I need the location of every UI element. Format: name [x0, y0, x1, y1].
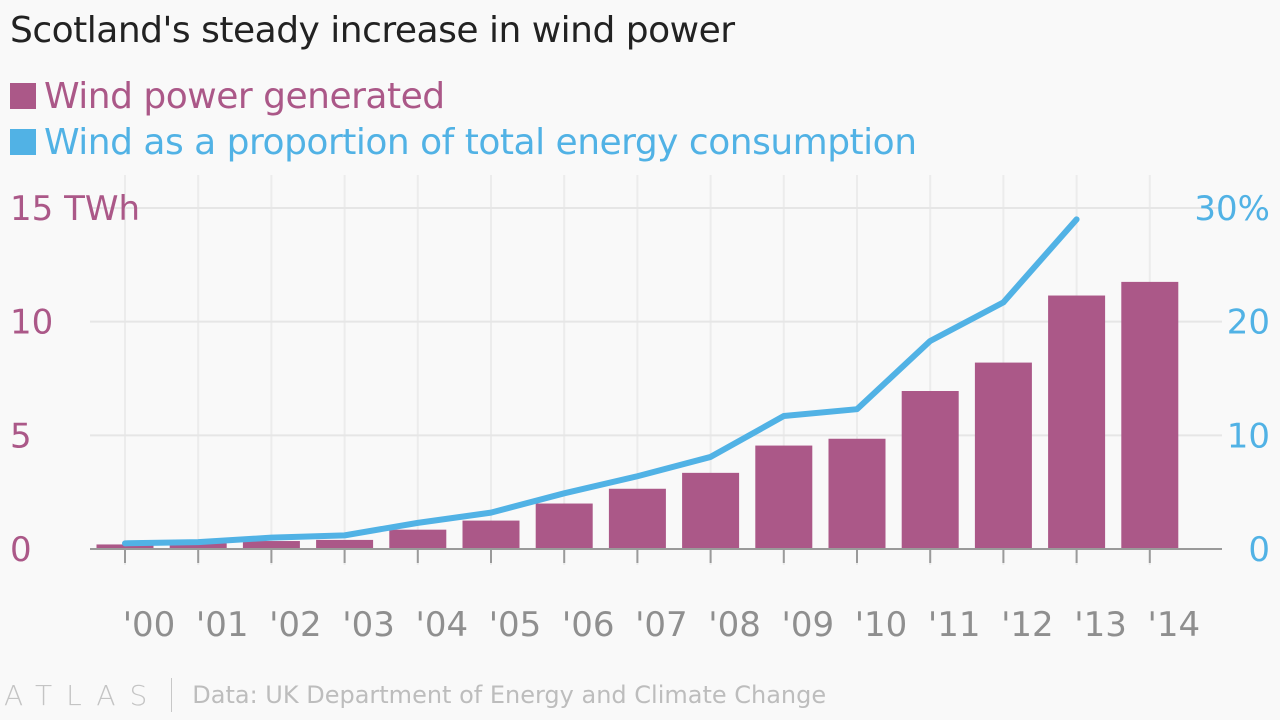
bar: [389, 529, 447, 549]
left-tick-label: 0: [10, 530, 32, 570]
x-tick-label: '04: [415, 605, 468, 645]
bar: [974, 362, 1032, 549]
x-tick-label: '07: [635, 605, 688, 645]
chart-title: Scotland's steady increase in wind power: [10, 10, 735, 51]
bar: [169, 543, 227, 549]
right-tick-label: 20: [1227, 303, 1270, 343]
x-tick-label: '10: [855, 605, 908, 645]
x-tick-label: '09: [781, 605, 834, 645]
bar: [96, 544, 154, 549]
x-tick-label: '11: [928, 605, 981, 645]
legend-item-wind-proportion: Wind as a proportion of total energy con…: [10, 119, 917, 165]
x-tick-label: '02: [269, 605, 322, 645]
legend-item-wind-power: Wind power generated: [10, 73, 917, 119]
line-series: [122, 216, 1080, 547]
footer-separator: [171, 678, 173, 712]
x-axis-labels: '00 '01 '02 '03 '04 '05 '06 '07 '08 '09 '10 '11 '12 '…: [123, 605, 1200, 645]
left-tick-label: 15 TWh: [10, 189, 140, 229]
left-tick-label: 10: [10, 303, 53, 343]
bar: [608, 488, 666, 549]
x-tick-label: '06: [562, 605, 615, 645]
bar-series: [96, 281, 1179, 549]
right-tick-label: 0: [1248, 530, 1270, 570]
legend-swatch-wind-proportion: [10, 129, 36, 155]
footer: ATLAS Data: UK Department of Energy and …: [0, 675, 826, 715]
x-tick-label: '03: [342, 605, 395, 645]
left-axis-labels: 0 5 10 15 TWh: [10, 189, 140, 570]
left-tick-label: 5: [10, 416, 32, 456]
legend-label-wind-proportion: Wind as a proportion of total energy con…: [44, 121, 917, 163]
legend-label-wind-power: Wind power generated: [44, 75, 445, 117]
x-axis-ticks: [124, 549, 1151, 563]
atlas-logo: ATLAS: [4, 678, 162, 712]
right-axis-labels: 0 10 20 30%: [1194, 189, 1270, 570]
x-tick-label: '14: [1147, 605, 1200, 645]
x-tick-label: '12: [1001, 605, 1054, 645]
source-note: Data: UK Department of Energy and Climat…: [192, 681, 827, 709]
series-line: [122, 216, 1080, 547]
legend: Wind power generated Wind as a proportio…: [10, 73, 917, 165]
bar: [316, 539, 374, 549]
bar: [242, 541, 300, 549]
bar: [682, 472, 740, 549]
x-tick-label: '01: [196, 605, 249, 645]
bar: [1121, 281, 1179, 549]
horizontal-gridlines: [90, 207, 1222, 437]
x-tick-label: '00: [123, 605, 176, 645]
bar: [755, 445, 813, 549]
right-tick-label: 30%: [1194, 189, 1270, 229]
right-tick-label: 10: [1227, 416, 1270, 456]
bar: [901, 391, 959, 549]
bar: [1048, 295, 1106, 549]
x-tick-label: '08: [708, 605, 761, 645]
bar: [462, 520, 520, 549]
bar: [535, 503, 593, 549]
legend-swatch-wind-power: [10, 83, 36, 109]
x-tick-label: '05: [489, 605, 542, 645]
x-tick-label: '13: [1074, 605, 1127, 645]
bar: [828, 438, 886, 549]
